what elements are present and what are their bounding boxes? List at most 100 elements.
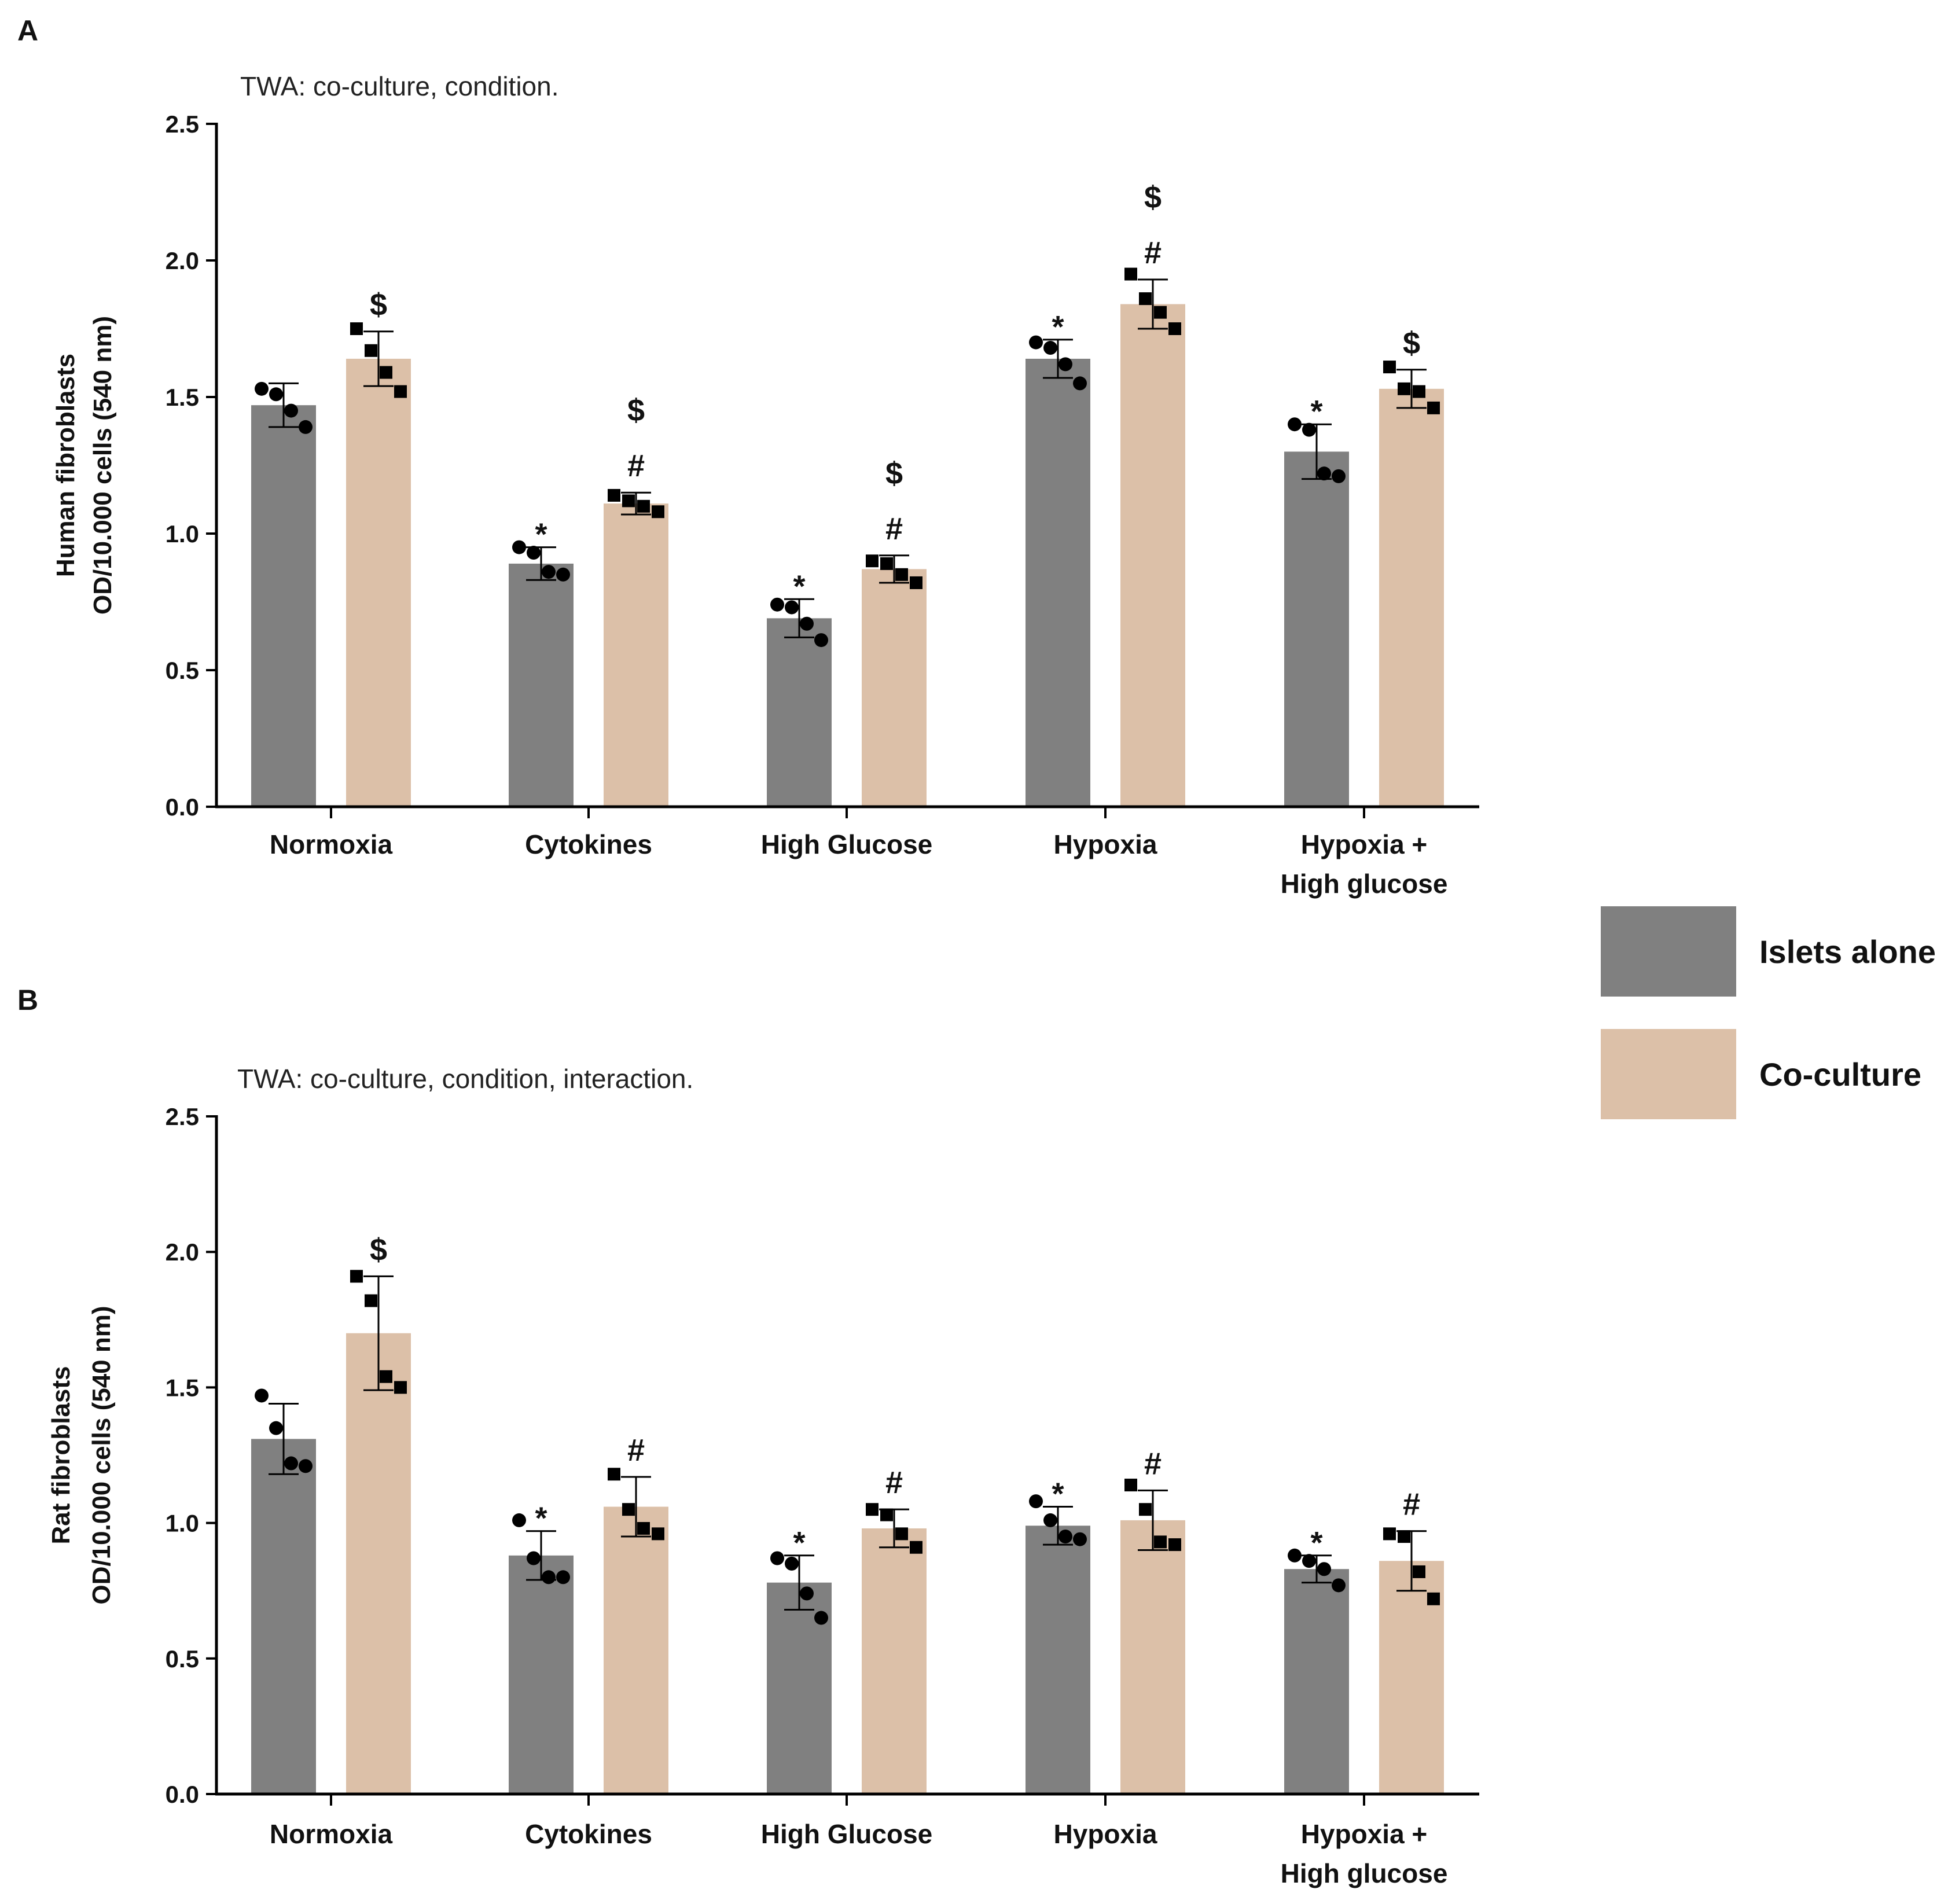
y-tick-label: 0.0 [166, 793, 199, 821]
data-point [1302, 422, 1316, 437]
panel-letter: A [17, 14, 38, 47]
data-point [1317, 1562, 1331, 1576]
data-point [622, 494, 635, 508]
data-point [1124, 1479, 1137, 1492]
data-point [785, 600, 799, 615]
significance-mark: # [627, 1433, 645, 1468]
significance-mark: * [535, 517, 547, 552]
significance-mark: * [1052, 1476, 1064, 1511]
significance-mark: $ [1403, 326, 1420, 361]
twa-annotation: TWA: co-culture, condition, interaction. [237, 1064, 693, 1094]
significance-mark: $ [1144, 180, 1162, 215]
data-point [637, 499, 650, 513]
category-label: High Glucose [761, 1819, 932, 1849]
data-point [637, 1521, 650, 1535]
category-label: Hypoxia + [1301, 829, 1428, 859]
data-point [542, 565, 556, 579]
data-point [1413, 1565, 1425, 1578]
significance-mark: * [793, 1526, 805, 1560]
significance-mark: # [885, 1465, 903, 1500]
data-point [1332, 1578, 1346, 1593]
data-point [1398, 1530, 1410, 1543]
data-point [299, 420, 313, 434]
data-point [365, 1294, 377, 1307]
significance-mark: $ [627, 393, 645, 428]
data-point [380, 366, 392, 379]
data-point [880, 1508, 893, 1521]
significance-mark: * [535, 1501, 547, 1536]
y-tick-label: 0.5 [166, 657, 199, 684]
significance-mark: $ [885, 456, 903, 491]
data-point [1383, 361, 1396, 374]
data-point [284, 1456, 298, 1471]
bar [1284, 1569, 1349, 1794]
data-point [394, 385, 407, 398]
bar [1026, 358, 1090, 807]
legend-label: Islets alone [1759, 933, 1936, 970]
data-point [1073, 376, 1087, 391]
data-point [800, 1586, 814, 1601]
y-tick-label: 1.5 [166, 1374, 199, 1401]
data-point [1332, 469, 1346, 483]
data-point [1124, 267, 1137, 281]
data-point [542, 1570, 556, 1585]
data-point [770, 1551, 784, 1565]
data-point [652, 505, 664, 519]
data-point [365, 344, 377, 357]
y-axis-label-line1: Rat fibroblasts [47, 1366, 75, 1544]
data-point [512, 1513, 526, 1527]
y-axis-label-line1: Human fibroblasts [52, 354, 80, 577]
significance-mark: # [627, 449, 645, 483]
significance-mark: * [1052, 310, 1064, 344]
data-point [1139, 292, 1152, 306]
significance-mark: # [1144, 1446, 1162, 1481]
panel-letter: B [17, 984, 38, 1016]
data-point [1168, 322, 1181, 335]
bar [346, 358, 411, 807]
data-point [770, 597, 784, 612]
data-point [1398, 382, 1410, 395]
bar [251, 1439, 316, 1794]
significance-mark: * [1310, 394, 1322, 429]
data-point [1288, 1548, 1302, 1563]
category-label: Cytokines [525, 1819, 652, 1849]
data-point [350, 322, 363, 335]
bar [1026, 1526, 1090, 1794]
panel-b: B TWA: co-culture, condition, interaction… [17, 984, 1479, 1888]
significance-mark: * [793, 569, 805, 604]
data-point [1168, 1538, 1181, 1552]
bar [1120, 1520, 1185, 1794]
category-label: Hypoxia [1054, 829, 1157, 859]
bar [1379, 388, 1444, 807]
legend-label: Co-culture [1759, 1056, 1921, 1093]
bar [251, 405, 316, 807]
data-point [255, 1388, 269, 1403]
category-label: Normoxia [270, 1819, 393, 1849]
data-point [880, 557, 893, 570]
data-point [527, 1551, 541, 1565]
data-point [866, 1503, 879, 1516]
y-tick-label: 2.0 [166, 247, 199, 274]
data-point [255, 381, 269, 396]
data-point [785, 1556, 799, 1571]
data-point [299, 1459, 313, 1473]
data-point [350, 1270, 363, 1283]
y-tick-label: 0.0 [166, 1781, 199, 1808]
data-point [1288, 417, 1302, 432]
bar [509, 1555, 574, 1794]
bar [767, 618, 832, 807]
data-point [512, 540, 526, 554]
y-tick-label: 0.5 [166, 1645, 199, 1673]
data-point [866, 554, 879, 568]
data-point [910, 1541, 922, 1554]
data-point [608, 1468, 620, 1481]
data-point [1058, 1530, 1072, 1544]
category-label: Hypoxia + [1301, 1819, 1428, 1849]
data-point [556, 1570, 570, 1585]
data-point [622, 1503, 635, 1516]
data-point [895, 1527, 908, 1541]
legend: Islets alone Co-culture [1601, 906, 1936, 1119]
data-point [814, 633, 828, 648]
y-tick-label: 1.0 [166, 1510, 199, 1537]
